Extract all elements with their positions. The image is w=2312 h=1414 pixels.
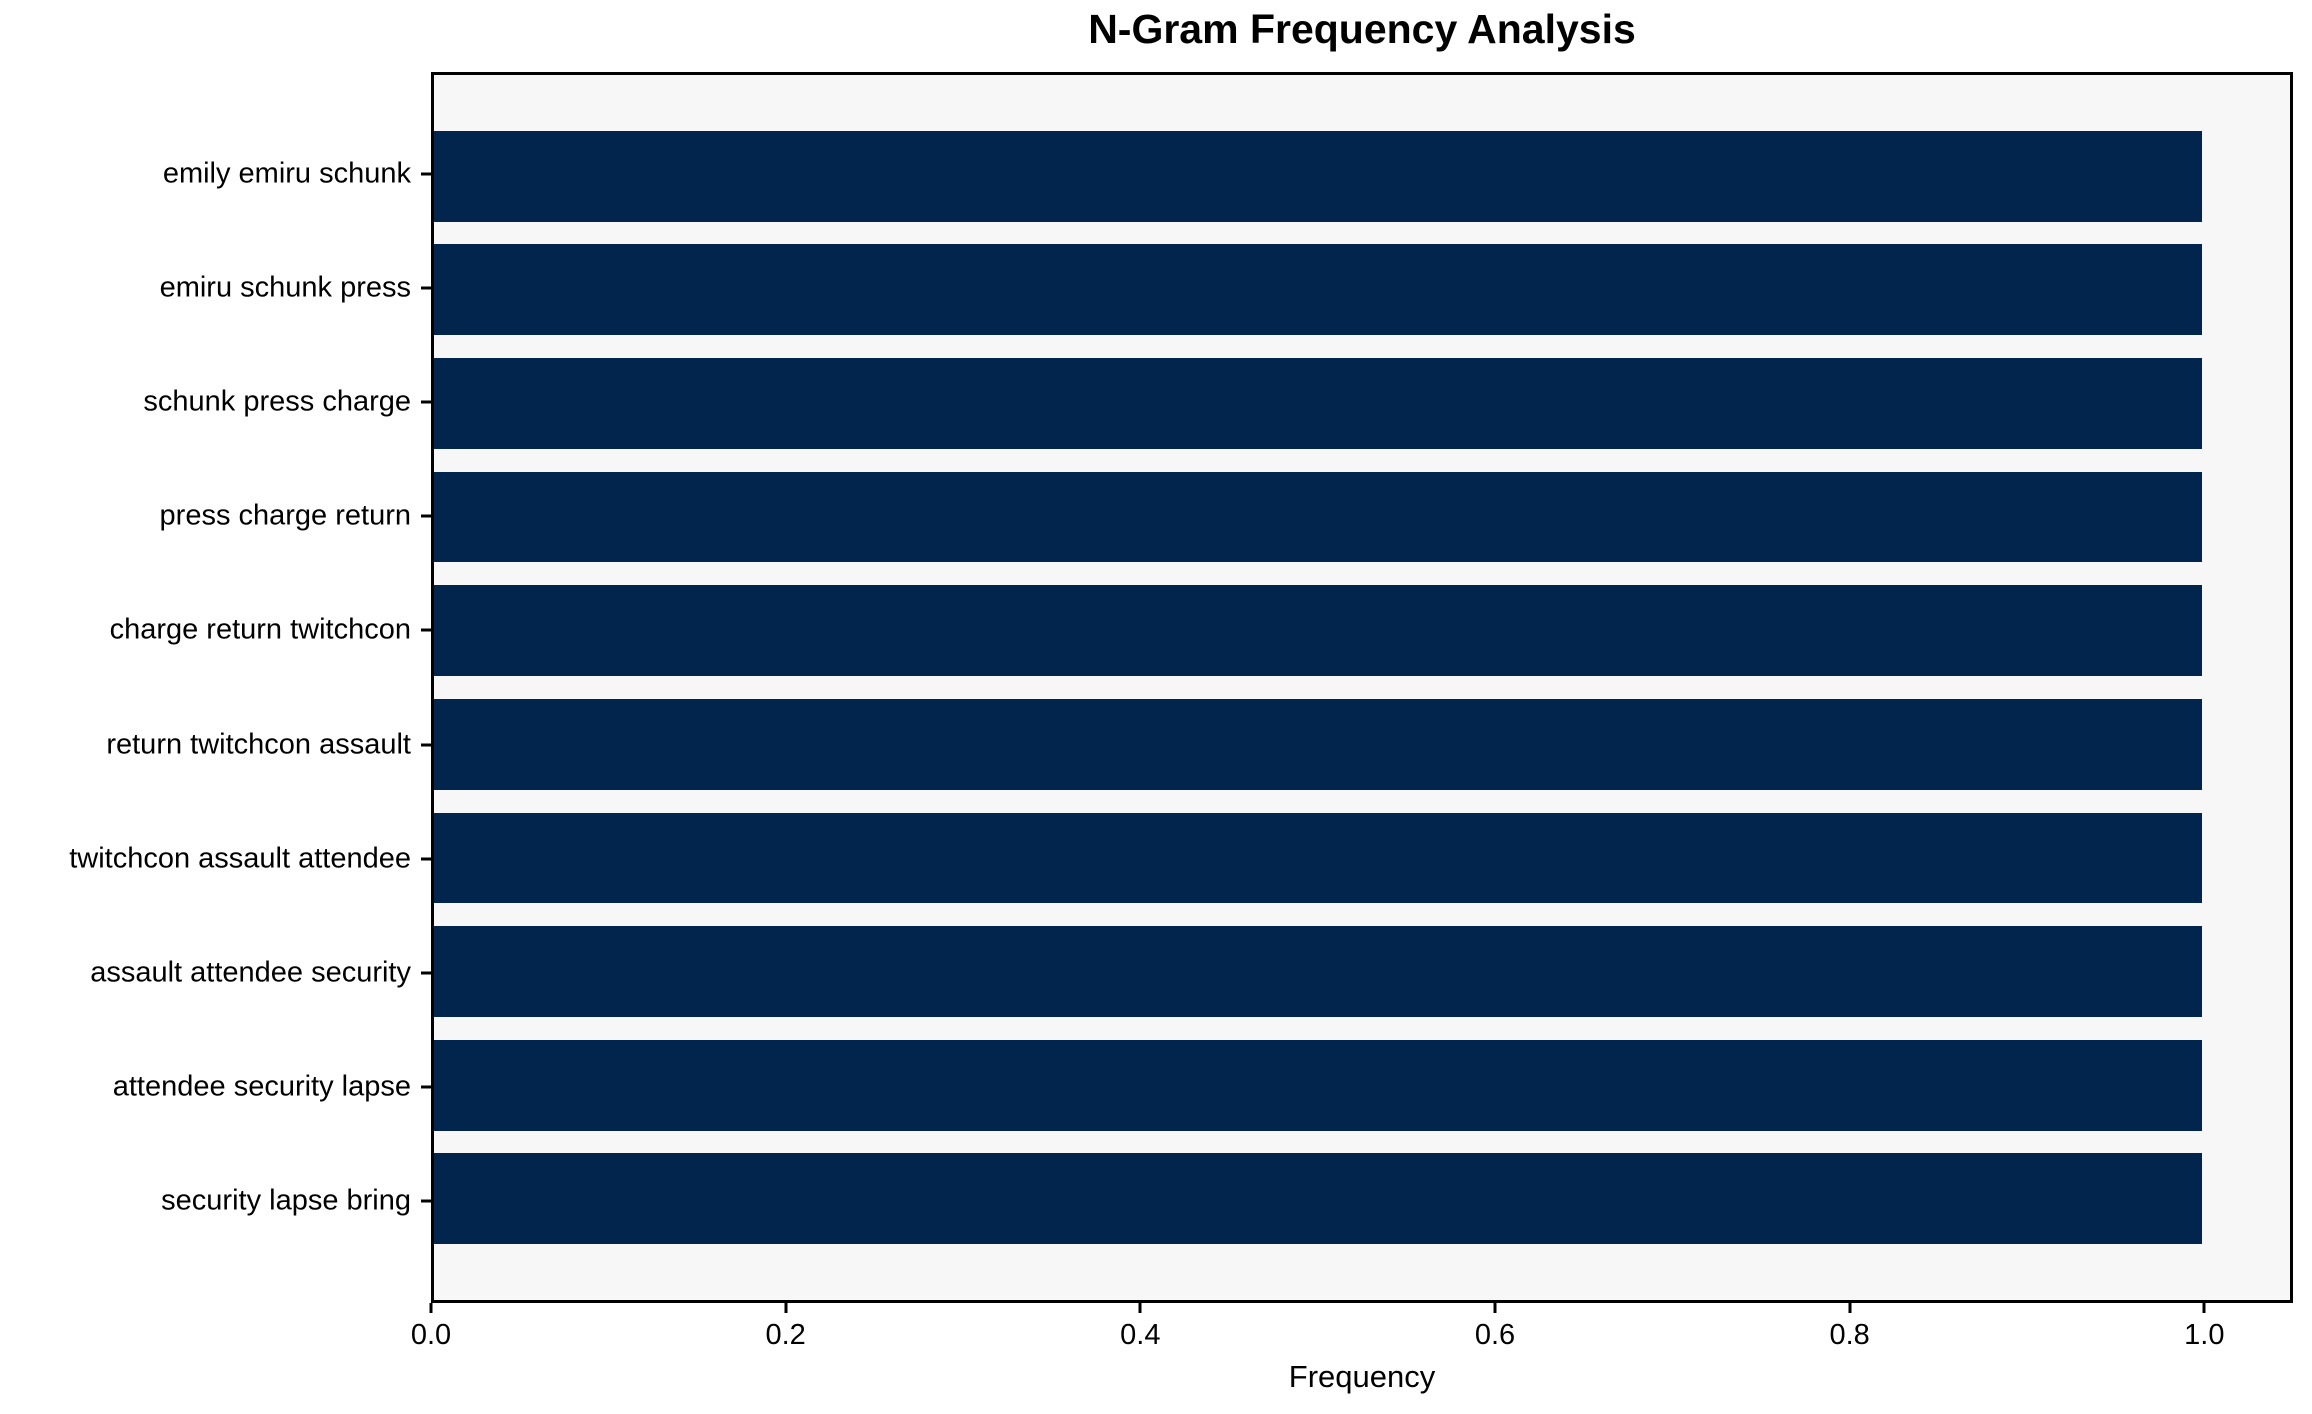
y-tick-label: charge return twitchcon: [109, 613, 411, 646]
y-axis-ticks: [421, 72, 431, 1303]
x-tick-mark: [2202, 1303, 2206, 1313]
y-tick-label: emily emiru schunk: [162, 157, 411, 190]
y-tick-mark: [421, 172, 431, 176]
x-axis-title: Frequency: [1288, 1359, 1436, 1394]
bar: [434, 926, 2202, 1018]
y-tick-mark: [421, 286, 431, 290]
bar: [434, 130, 2202, 222]
y-tick-label: twitchcon assault attendee: [69, 842, 411, 875]
x-tick-mark: [1138, 1303, 1142, 1313]
y-tick-label: emiru schunk press: [159, 271, 411, 304]
y-tick-mark: [421, 1199, 431, 1203]
y-tick-label: attendee security lapse: [112, 1070, 411, 1103]
x-axis: 0.0 0.2 0.4 0.6 0.8 1.0: [411, 1303, 2293, 1373]
x-tick-mark: [429, 1303, 433, 1313]
y-tick-label: press charge return: [159, 499, 411, 532]
x-tick-label: 0.8: [1829, 1319, 1870, 1351]
plot-area: [431, 72, 2293, 1303]
y-tick-label: schunk press charge: [143, 385, 411, 418]
y-tick-mark: [421, 514, 431, 518]
y-tick-mark: [421, 857, 431, 861]
bar: [434, 1039, 2202, 1131]
y-tick-mark: [421, 400, 431, 404]
y-tick-mark: [421, 971, 431, 975]
bar: [434, 357, 2202, 449]
y-tick-mark: [421, 743, 431, 747]
chart-title: N-Gram Frequency Analysis: [1088, 6, 1636, 52]
bar: [434, 812, 2202, 904]
bar: [434, 471, 2202, 563]
x-tick-mark: [784, 1303, 788, 1313]
bar: [434, 698, 2202, 790]
y-tick-label: return twitchcon assault: [106, 728, 411, 761]
x-tick-mark: [1493, 1303, 1497, 1313]
x-tick-label: 1.0: [2184, 1319, 2225, 1351]
x-tick-mark: [1848, 1303, 1852, 1313]
y-tick-label: security lapse bring: [161, 1184, 411, 1217]
bar: [434, 1153, 2202, 1245]
y-tick-mark: [421, 628, 431, 632]
y-axis-labels: emily emiru schunk emiru schunk press schu…: [0, 72, 411, 1303]
y-tick-label: assault attendee security: [90, 956, 411, 989]
x-tick-label: 0.0: [410, 1319, 452, 1351]
y-tick-mark: [421, 1085, 431, 1089]
x-tick-label: 0.4: [1120, 1319, 1161, 1351]
bar: [434, 244, 2202, 336]
bar: [434, 585, 2202, 677]
x-tick-label: 0.2: [765, 1319, 806, 1351]
x-tick-label: 0.6: [1474, 1319, 1516, 1351]
